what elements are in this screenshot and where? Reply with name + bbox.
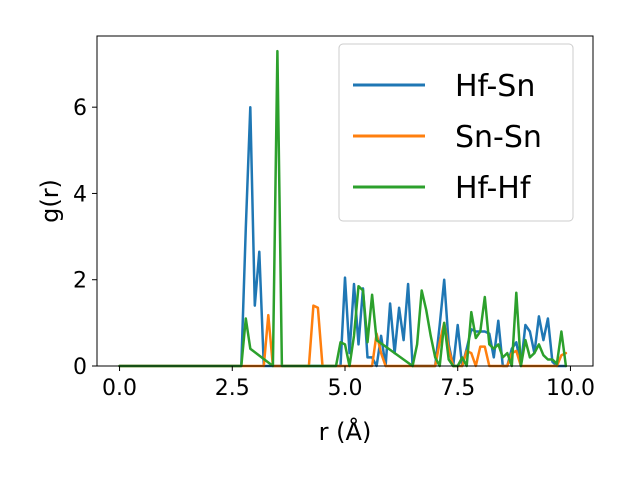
ticks: 0.0 2.5 5.0 7.5 10.0 0 2 4 6 [73, 96, 595, 401]
legend-label-hf-sn: Hf-Sn [455, 69, 535, 104]
x-tick-label: 0.0 [102, 376, 137, 401]
y-tick-label: 6 [73, 96, 87, 121]
y-tick-label: 4 [73, 182, 87, 207]
y-tick-label: 0 [73, 355, 87, 380]
series-line-hf-hf [118, 49, 568, 368]
x-tick-label: 5.0 [328, 376, 363, 401]
y-axis-label: g(r) [36, 179, 64, 223]
legend: Hf-Sn Sn-Sn Hf-Hf [338, 43, 574, 222]
x-tick-label: 7.5 [440, 376, 475, 401]
legend-label-hf-hf: Hf-Hf [455, 171, 532, 206]
series-line-sn-sn [118, 304, 568, 368]
legend-label-sn-sn: Sn-Sn [455, 120, 542, 155]
series-line-hf-sn [118, 105, 568, 368]
x-axis-label: r (Å) [319, 417, 372, 446]
legend-box [338, 43, 574, 222]
series-lines [118, 49, 568, 368]
x-tick-label: 2.5 [215, 376, 250, 401]
x-tick-label: 10.0 [546, 376, 595, 401]
y-tick-label: 2 [73, 269, 87, 294]
